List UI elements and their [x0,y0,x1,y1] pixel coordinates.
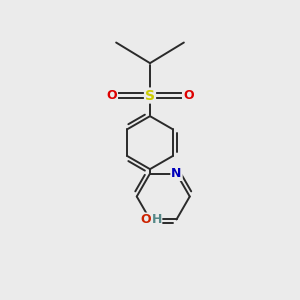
Text: N: N [171,167,182,180]
Text: O: O [106,89,117,102]
Text: O: O [141,213,152,226]
Text: H: H [152,213,162,226]
Text: O: O [183,89,194,102]
Text: S: S [145,88,155,103]
